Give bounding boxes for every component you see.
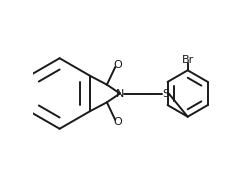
Text: N: N xyxy=(115,88,124,99)
Text: S: S xyxy=(161,88,168,99)
Text: O: O xyxy=(113,117,122,127)
Text: Br: Br xyxy=(181,55,193,65)
Text: O: O xyxy=(113,60,122,70)
